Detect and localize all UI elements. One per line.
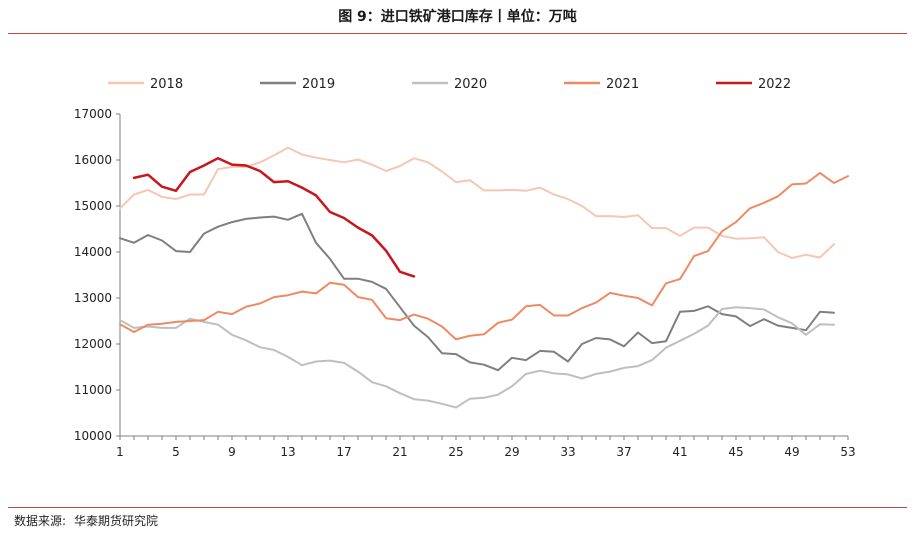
chart-series [119, 146, 849, 409]
series-line-2018 [119, 146, 835, 259]
x-tick-label: 5 [172, 445, 180, 459]
x-tick-label: 45 [728, 445, 743, 459]
legend-label-2021: 2021 [606, 77, 639, 92]
y-tick-label: 17000 [74, 107, 112, 121]
legend-label-2020: 2020 [454, 77, 487, 92]
x-tick-label: 17 [336, 445, 351, 459]
series-line-2021 [119, 171, 849, 341]
x-tick-label: 29 [504, 445, 519, 459]
x-tick-label: 49 [784, 445, 799, 459]
x-tick-label: 33 [560, 445, 575, 459]
y-tick-label: 15000 [74, 199, 112, 213]
y-tick-label: 14000 [74, 245, 112, 259]
title-divider [8, 33, 907, 34]
source-label: 数据来源: [14, 514, 67, 528]
chart-axes: 10000 11000 12000 13000 14000 15000 16000 17000… [74, 107, 856, 459]
chart-legend: 2018 2019 2020 2021 2022 [108, 77, 791, 92]
y-tick-label: 13000 [74, 291, 112, 305]
y-tick-label: 10000 [74, 429, 112, 443]
x-tick-label: 53 [840, 445, 855, 459]
y-tick-label: 11000 [74, 383, 112, 397]
y-tick-label: 12000 [74, 337, 112, 351]
source-value: 华泰期货研究院 [74, 514, 159, 528]
x-tick-label: 25 [448, 445, 463, 459]
series-line-2022 [132, 156, 416, 278]
legend-label-2022: 2022 [758, 77, 791, 92]
x-tick-label: 13 [280, 445, 295, 459]
source-note: 数据来源: 华泰期货研究院 [14, 512, 166, 529]
x-tick-label: 9 [228, 445, 236, 459]
x-tick-label: 21 [392, 445, 407, 459]
chart-title: 图 9：进口铁矿港口库存丨单位：万吨 [338, 9, 577, 25]
footer-divider [8, 507, 907, 508]
series-line-2020 [119, 306, 835, 409]
legend-label-2019: 2019 [302, 77, 335, 92]
x-tick-label: 1 [116, 445, 124, 459]
series-line-2019 [119, 212, 835, 372]
y-tick-label: 16000 [74, 153, 112, 167]
x-tick-label: 41 [672, 445, 687, 459]
x-tick-label: 37 [616, 445, 631, 459]
legend-label-2018: 2018 [150, 77, 183, 92]
